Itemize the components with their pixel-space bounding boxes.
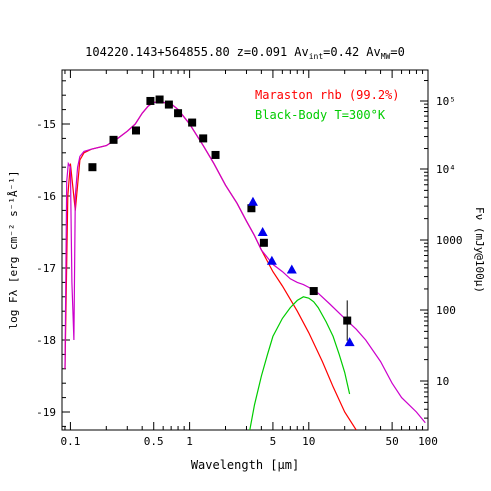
x-tick-label: 1 — [186, 435, 193, 448]
data-point-triangle — [344, 337, 355, 347]
data-point-triangle — [257, 227, 268, 236]
y-tick-label: -19 — [36, 406, 56, 419]
data-point-triangle — [247, 196, 258, 206]
data-points — [88, 95, 355, 347]
right-tick-label: 10⁴ — [436, 163, 456, 176]
data-point-square — [109, 135, 118, 144]
x-tick-label: 0.5 — [144, 435, 164, 448]
y-tick-label: -18 — [36, 334, 56, 347]
right-tick-label: 10 — [436, 375, 449, 388]
y-tick-label: -15 — [36, 118, 56, 131]
data-point-square — [309, 287, 318, 296]
right-tick-label: 1000 — [436, 234, 463, 247]
axes: 0.1 0.5 1 5 10 50 100 -15 -16 -17 -18 -19 10⁵ 10⁴ 1000… — [36, 70, 463, 448]
x-tick-label: 5 — [270, 435, 277, 448]
data-point-square — [155, 95, 164, 104]
data-point-square — [211, 150, 220, 159]
x-tick-label: 0.1 — [60, 435, 80, 448]
data-point-square — [259, 238, 268, 247]
model-lines — [64, 101, 426, 430]
data-point-triangle — [266, 255, 277, 265]
right-tick-label: 10⁵ — [436, 95, 456, 108]
data-point-square — [88, 163, 97, 172]
y-tick-label: -17 — [36, 262, 56, 275]
legend-entry-maraston: Maraston rhb (99.2%) — [255, 88, 400, 102]
series-line-1 — [249, 296, 351, 430]
y-axis-label-right: Fν (mJy@100μ) — [473, 207, 486, 293]
data-point-square — [164, 100, 173, 109]
data-point-square — [188, 118, 197, 127]
data-point-square — [199, 134, 208, 143]
data-point-square — [247, 204, 256, 213]
plot-frame — [61, 69, 429, 431]
y-tick-label: -16 — [36, 190, 56, 203]
x-tick-label: 50 — [385, 435, 398, 448]
data-point-square — [131, 126, 140, 135]
series-line-2 — [64, 101, 426, 424]
x-axis-label: Wavelength [μm] — [191, 458, 299, 472]
data-point-triangle — [286, 264, 297, 274]
series-line-0 — [64, 101, 357, 430]
y-axis-label-left: log Fλ [erg cm⁻² s⁻¹Å⁻¹] — [7, 171, 20, 330]
data-point-square — [146, 96, 155, 105]
right-tick-label: 100 — [436, 304, 456, 317]
data-point-square — [343, 316, 352, 325]
legend: Maraston rhb (99.2%) Black-Body T=300°K — [255, 88, 400, 122]
x-tick-label: 100 — [418, 435, 438, 448]
data-point-square — [174, 109, 183, 118]
x-tick-label: 10 — [302, 435, 315, 448]
chart-title: 104220.143+564855.80 z=0.091 Avint=0.42 AvM… — [85, 45, 405, 61]
legend-entry-blackbody: Black-Body T=300°K — [255, 108, 386, 122]
